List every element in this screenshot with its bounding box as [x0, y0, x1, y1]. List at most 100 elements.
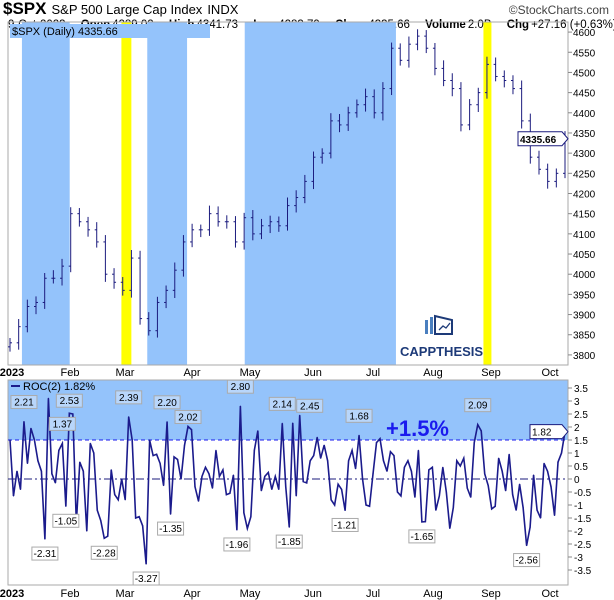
roc-point — [501, 470, 503, 472]
roc-point — [400, 495, 402, 497]
roc-point — [316, 436, 318, 438]
chart-title: $SPX S&P 500 Large Cap Index INDX — [3, 0, 238, 18]
roc-point — [550, 486, 552, 488]
roc-point — [309, 460, 311, 462]
roc-point — [466, 487, 468, 489]
roc-line — [9, 398, 566, 565]
extreme-label-box — [408, 529, 436, 544]
price-bar — [86, 216, 91, 237]
roc-point — [313, 455, 315, 457]
price-bar — [172, 262, 177, 299]
extreme-label-box — [115, 390, 143, 405]
price-bar — [450, 73, 455, 97]
roc-point — [215, 449, 217, 451]
price-bar — [398, 43, 403, 66]
roc-tick-label: 0 — [574, 475, 580, 486]
price-tick-label: 4300 — [573, 149, 596, 160]
extreme-label: 2.80 — [231, 382, 251, 393]
price-month-label: Oct — [541, 367, 558, 379]
extreme-label: -1.85 — [278, 537, 301, 548]
extreme-label: 2.09 — [468, 401, 488, 412]
logo-text: CAPPTHESIS — [400, 344, 483, 359]
price-bar — [467, 99, 472, 131]
roc-point — [323, 444, 325, 446]
roc-point — [47, 397, 49, 399]
roc-month-label: May — [240, 588, 261, 600]
roc-tick-label: -1.5 — [574, 514, 592, 525]
extreme-label: 2.21 — [14, 398, 34, 409]
roc-point — [361, 478, 364, 480]
roc-point — [553, 514, 556, 517]
price-bar — [337, 114, 342, 133]
index-name: S&P 500 Large Cap Index — [51, 2, 203, 17]
price-bar — [424, 30, 429, 54]
roc-tick-label: -0.5 — [574, 488, 592, 499]
roc-point — [382, 460, 385, 462]
roc-point — [68, 412, 70, 414]
price-tick-label: 4400 — [573, 109, 596, 120]
price-bar — [120, 277, 125, 296]
extreme-label-box — [48, 416, 76, 431]
logo-bar — [430, 317, 433, 334]
price-bar — [8, 337, 12, 352]
roc-point — [428, 469, 430, 471]
roc-point — [292, 422, 294, 424]
price-bar — [320, 148, 325, 164]
roc-month-label: Sep — [481, 588, 501, 600]
roc-last-badge — [529, 424, 569, 440]
extreme-label: -1.96 — [225, 540, 248, 551]
price-bar — [259, 218, 264, 240]
extreme-label-box — [132, 571, 160, 586]
extreme-label-box — [10, 395, 38, 410]
price-bar — [406, 36, 411, 68]
price-bar — [155, 296, 160, 338]
price-bar — [441, 60, 446, 87]
shaded-period-blue — [147, 22, 188, 365]
roc-point — [267, 471, 269, 474]
roc-point — [505, 490, 507, 492]
roc-point — [393, 455, 395, 457]
roc-point — [281, 422, 283, 424]
extreme-label-box — [174, 409, 202, 424]
roc-point — [260, 490, 262, 492]
roc-point — [302, 481, 304, 483]
extreme-label: -2.31 — [34, 549, 57, 560]
roc-point — [135, 517, 137, 519]
price-bar — [510, 75, 515, 95]
roc-point — [341, 488, 343, 490]
price-tick-label: 4000 — [573, 270, 596, 281]
roc-point — [403, 466, 406, 468]
extreme-label: -1.65 — [410, 532, 433, 543]
extreme-label: 2.02 — [178, 412, 198, 423]
price-month-label: Apr — [183, 367, 200, 379]
roc-point — [114, 494, 116, 496]
roc-point — [187, 425, 189, 428]
roc-point — [278, 488, 280, 490]
roc-point — [487, 484, 489, 487]
symbol: $SPX — [3, 0, 47, 18]
roc-point — [33, 439, 36, 441]
shaded-period-blue — [21, 22, 70, 365]
roc-point — [61, 442, 63, 444]
extreme-label: 1.37 — [53, 419, 73, 430]
roc-point — [65, 505, 67, 507]
roc-point — [37, 460, 39, 462]
price-bar — [285, 197, 290, 231]
price-bar — [112, 268, 117, 289]
price-bar — [458, 82, 463, 132]
roc-month-label: Feb — [61, 588, 80, 600]
roc-point — [477, 424, 479, 426]
extreme-label: -1.35 — [159, 524, 182, 535]
price-bar — [363, 88, 368, 112]
extreme-label-box — [31, 546, 59, 561]
roc-point — [512, 494, 514, 496]
roc-point — [211, 487, 214, 489]
price-bar — [415, 29, 420, 51]
extreme-label: 2.53 — [60, 396, 80, 407]
roc-tick-label: -1 — [574, 501, 583, 512]
price-tick-label: 3800 — [573, 351, 596, 362]
extreme-label-box — [223, 537, 251, 552]
roc-point — [173, 456, 175, 458]
roc-point — [145, 563, 147, 565]
